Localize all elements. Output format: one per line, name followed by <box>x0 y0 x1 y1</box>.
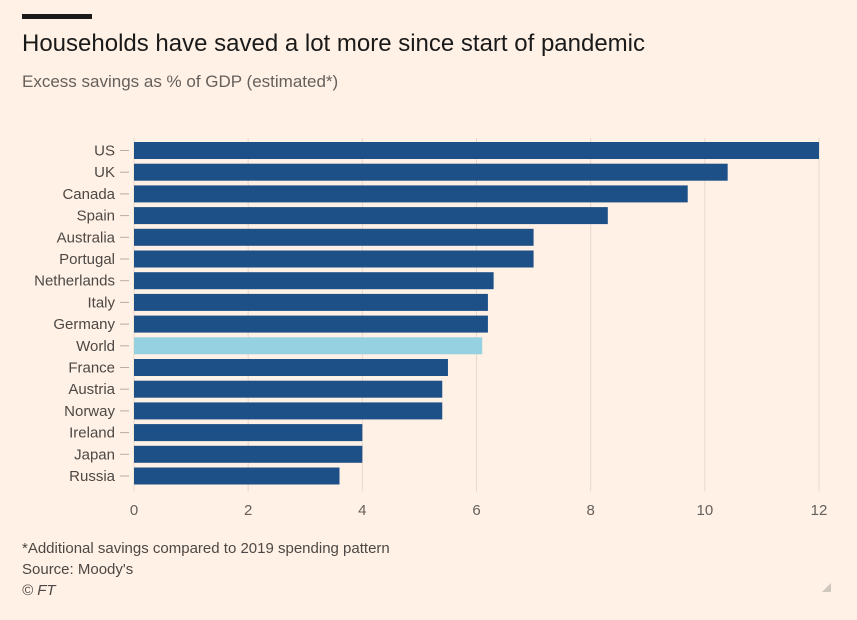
category-label: Austria <box>68 381 115 398</box>
ft-credit: © FT <box>22 582 56 599</box>
x-tick-label: 8 <box>586 502 594 519</box>
bar <box>134 142 819 159</box>
category-label: Spain <box>77 208 115 225</box>
bar <box>134 315 488 333</box>
x-tick-label: 10 <box>696 502 713 519</box>
x-tick-label: 0 <box>130 502 138 519</box>
footnote: *Additional savings compared to 2019 spe… <box>22 540 390 557</box>
top-rule <box>22 14 92 19</box>
category-label: Russia <box>69 468 116 485</box>
category-label: France <box>68 360 115 377</box>
category-label: Italy <box>87 294 115 311</box>
bar <box>134 445 363 463</box>
category-label: Japan <box>74 446 115 463</box>
category-label: Norway <box>64 403 115 420</box>
category-label: Germany <box>53 316 115 333</box>
source-note: Source: Moody's <box>22 561 134 578</box>
category-label: Netherlands <box>34 273 115 290</box>
category-label: World <box>76 338 115 355</box>
bar <box>134 272 494 290</box>
category-label: Portugal <box>59 251 115 268</box>
x-tick-label: 6 <box>472 502 480 519</box>
bar <box>134 359 448 376</box>
chart-title: Households have saved a lot more since s… <box>22 30 646 57</box>
bar <box>134 424 363 442</box>
bar <box>134 293 488 311</box>
category-label: US <box>94 143 115 160</box>
category-label: UK <box>94 164 115 181</box>
bar <box>134 402 443 420</box>
x-tick-label: 2 <box>244 502 252 519</box>
chart-subtitle: Excess savings as % of GDP (estimated*) <box>22 72 339 91</box>
bar <box>134 380 443 398</box>
bar-chart: 0 2 4 6 8 10 12 US UK Canada Spain Australia Portuga… <box>34 138 828 519</box>
bar <box>134 207 608 225</box>
category-label: Canada <box>62 186 115 203</box>
resize-handle-icon <box>822 583 831 592</box>
category-label: Ireland <box>69 425 115 442</box>
bar <box>134 337 483 355</box>
category-label: Australia <box>57 229 116 246</box>
x-tick-label: 4 <box>358 502 366 519</box>
bar <box>134 228 534 246</box>
bar <box>134 185 688 203</box>
x-tick-label: 12 <box>811 502 828 519</box>
bar <box>134 250 534 268</box>
bar <box>134 163 728 181</box>
bar <box>134 467 340 485</box>
